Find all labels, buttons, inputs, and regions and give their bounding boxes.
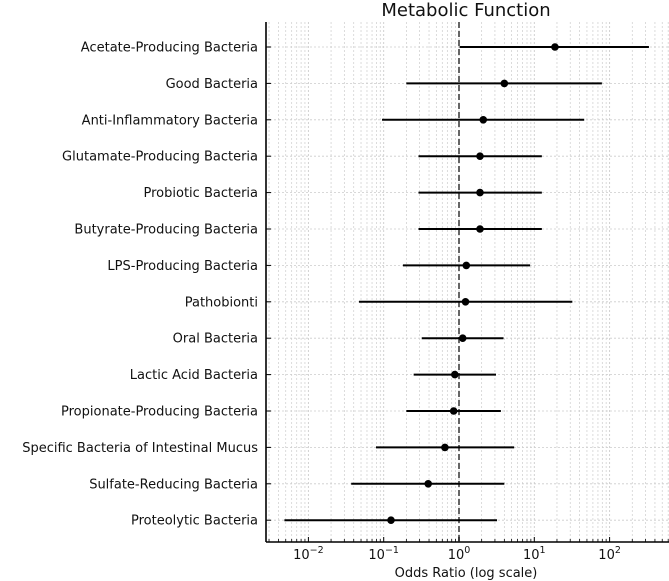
forest-row: Sulfate-Reducing Bacteria (89, 477, 505, 492)
forest-row: Probiotic Bacteria (144, 186, 542, 201)
y-tick-label: Proteolytic Bacteria (131, 514, 258, 529)
odds-ratio-marker (476, 188, 484, 197)
y-tick-label: Specific Bacteria of Intestinal Mucus (22, 441, 258, 456)
forest-row: Proteolytic Bacteria (131, 514, 498, 529)
odds-ratio-marker (551, 43, 559, 51)
odds-ratio-marker (387, 516, 395, 524)
odds-ratio-marker (479, 116, 488, 124)
odds-ratio-marker (451, 370, 459, 379)
odds-ratio-marker (449, 407, 458, 415)
odds-ratio-marker (424, 480, 433, 488)
forest-row: Butyrate-Producing Bacteria (74, 223, 542, 238)
odds-ratio-marker (500, 79, 509, 88)
odds-ratio-marker (476, 152, 484, 160)
x-tick-label: 10−1 (368, 545, 399, 563)
y-tick-label: Good Bacteria (166, 77, 258, 92)
y-tick-label: Anti-Inflammatory Bacteria (82, 113, 258, 128)
y-tick-label: Propionate-Producing Bacteria (61, 405, 258, 420)
data-rows: Acetate-Producing Bacteria Good Bacteria A… (22, 41, 649, 529)
forest-row: Oral Bacteria (173, 332, 504, 347)
odds-ratio-marker (458, 334, 467, 343)
odds-ratio-marker (441, 443, 449, 452)
forest-row: Propionate-Producing Bacteria (61, 405, 501, 420)
x-tick-label: 10−2 (293, 545, 324, 563)
forest-row: Glutamate-Producing Bacteria (62, 150, 542, 165)
grid-lines (266, 22, 669, 542)
forest-row: Acetate-Producing Bacteria (81, 41, 649, 56)
chart-title: Metabolic Function (381, 0, 550, 21)
x-tick-label: 101 (523, 545, 546, 563)
x-axis-label: Odds Ratio (log scale) (395, 566, 538, 581)
y-tick-label: Probiotic Bacteria (144, 186, 258, 201)
x-tick-label: 102 (598, 545, 621, 563)
forest-row: Anti-Inflammatory Bacteria (82, 113, 585, 128)
y-tick-label: Sulfate-Reducing Bacteria (89, 477, 258, 492)
forest-row: Good Bacteria (166, 77, 602, 92)
x-tick-label: 100 (448, 545, 471, 563)
forest-row: Pathobionti (185, 295, 573, 310)
odds-ratio-marker (462, 261, 471, 270)
forest-row: Specific Bacteria of Intestinal Mucus (22, 441, 515, 456)
y-tick-label: Oral Bacteria (173, 332, 258, 347)
y-tick-label: Acetate-Producing Bacteria (81, 41, 258, 56)
odds-ratio-marker (461, 298, 470, 306)
odds-ratio-marker (476, 225, 484, 233)
forest-row: LPS-Producing Bacteria (107, 259, 531, 274)
y-tick-label: LPS-Producing Bacteria (107, 259, 258, 274)
y-tick-label: Glutamate-Producing Bacteria (62, 150, 258, 165)
y-tick-label: Pathobionti (185, 295, 258, 310)
x-ticks: 10−2 10−1 100 101 102 (268, 537, 669, 563)
y-tick-label: Lactic Acid Bacteria (130, 368, 258, 383)
y-tick-label: Butyrate-Producing Bacteria (74, 223, 258, 238)
axes (265, 22, 669, 543)
forest-row: Lactic Acid Bacteria (130, 368, 496, 383)
